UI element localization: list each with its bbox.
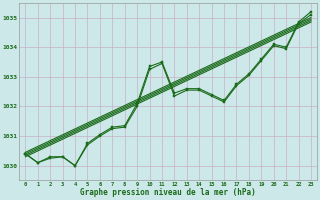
X-axis label: Graphe pression niveau de la mer (hPa): Graphe pression niveau de la mer (hPa) <box>80 188 256 197</box>
